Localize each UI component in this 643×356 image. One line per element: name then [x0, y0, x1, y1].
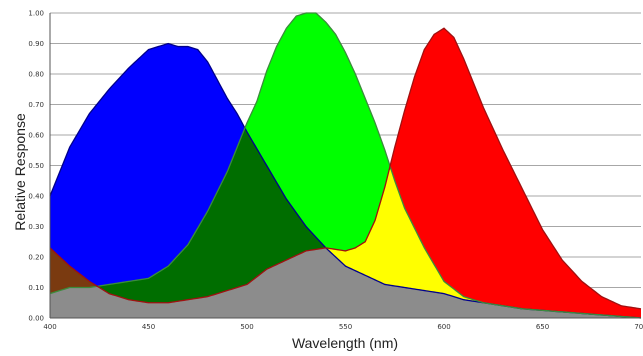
y-tick-label: 0.30: [28, 223, 44, 231]
y-tick-label: 1.00: [28, 10, 44, 18]
x-tick-label: 500: [240, 323, 253, 331]
y-tick-label: 0.00: [28, 315, 44, 323]
y-tick-label: 0.80: [28, 71, 44, 79]
y-tick-label: 0.50: [28, 162, 44, 170]
x-tick-label: 600: [437, 323, 450, 331]
axes: [49, 13, 641, 319]
x-axis-label: Wavelength (nm): [292, 335, 398, 351]
x-tick-label: 650: [536, 323, 549, 331]
y-tick-label: 0.90: [28, 40, 44, 48]
green-response-area: [50, 13, 641, 318]
y-axis-label: Relative Response: [12, 113, 28, 231]
response-areas: [50, 13, 641, 318]
y-tick-label: 0.20: [28, 254, 44, 262]
y-tick-label: 0.40: [28, 193, 44, 201]
x-tick-label: 450: [142, 323, 155, 331]
y-tick-label: 0.10: [28, 284, 44, 292]
red-response-curve: [49, 27, 642, 310]
green-response-curve: [49, 12, 642, 319]
y-tick-label: 0.70: [28, 101, 44, 109]
x-tick-label: 700: [634, 323, 643, 331]
response-curves: [49, 12, 642, 319]
x-tick-label: 400: [43, 323, 56, 331]
overlap-all-area: [50, 247, 641, 318]
tick-labels: 0.00 0.10 0.20 0.30 0.40 0.50 0.60 0.70 0.80 0.90…: [28, 10, 643, 332]
x-tick-label: 550: [339, 323, 352, 331]
red-response-area: [50, 28, 641, 318]
blue-response-area: [50, 43, 641, 318]
overlap-blue-green-area: [50, 128, 641, 318]
y-tick-label: 0.60: [28, 132, 44, 140]
